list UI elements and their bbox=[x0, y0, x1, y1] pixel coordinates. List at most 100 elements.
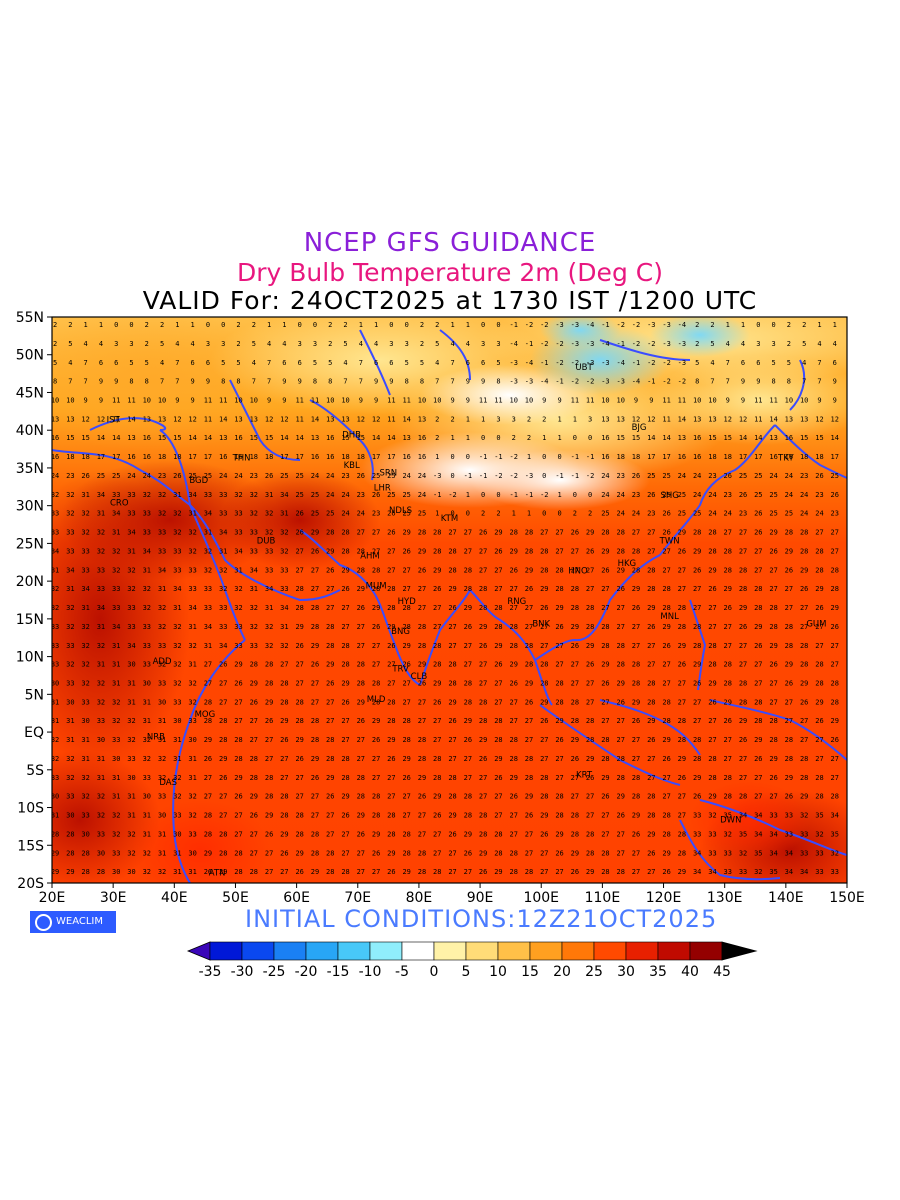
svg-text:26: 26 bbox=[586, 547, 594, 555]
svg-text:28: 28 bbox=[571, 698, 579, 706]
svg-text:28: 28 bbox=[769, 604, 777, 612]
svg-text:8: 8 bbox=[328, 378, 332, 386]
svg-text:27: 27 bbox=[387, 661, 395, 669]
svg-text:-2: -2 bbox=[555, 359, 563, 367]
svg-text:33: 33 bbox=[265, 547, 273, 555]
svg-text:28: 28 bbox=[265, 774, 273, 782]
svg-text:26: 26 bbox=[219, 774, 227, 782]
svg-text:-4: -4 bbox=[586, 321, 594, 329]
lon-tick-label: 150E bbox=[829, 890, 865, 906]
svg-text:27: 27 bbox=[234, 812, 242, 820]
svg-text:28: 28 bbox=[234, 755, 242, 763]
svg-text:27: 27 bbox=[402, 698, 410, 706]
svg-text:14: 14 bbox=[295, 434, 303, 442]
svg-text:32: 32 bbox=[51, 604, 59, 612]
svg-text:27: 27 bbox=[571, 774, 579, 782]
svg-text:23: 23 bbox=[724, 491, 732, 499]
svg-text:29: 29 bbox=[494, 529, 502, 537]
svg-text:28: 28 bbox=[326, 849, 334, 857]
svg-text:29: 29 bbox=[785, 661, 793, 669]
svg-text:24: 24 bbox=[601, 472, 609, 480]
svg-text:31: 31 bbox=[97, 774, 105, 782]
svg-text:32: 32 bbox=[265, 623, 273, 631]
svg-text:5: 5 bbox=[343, 340, 347, 348]
svg-text:24: 24 bbox=[326, 491, 334, 499]
svg-text:9: 9 bbox=[542, 397, 546, 405]
svg-text:4: 4 bbox=[466, 340, 470, 348]
svg-text:31: 31 bbox=[158, 830, 166, 838]
svg-text:28: 28 bbox=[402, 604, 410, 612]
svg-text:32: 32 bbox=[188, 642, 196, 650]
svg-text:27: 27 bbox=[617, 604, 625, 612]
svg-text:27: 27 bbox=[647, 529, 655, 537]
svg-text:27: 27 bbox=[739, 755, 747, 763]
svg-text:32: 32 bbox=[173, 661, 181, 669]
svg-text:28: 28 bbox=[785, 736, 793, 744]
svg-text:1: 1 bbox=[466, 415, 470, 423]
svg-text:32: 32 bbox=[219, 566, 227, 574]
svg-text:27: 27 bbox=[219, 812, 227, 820]
station-label: CRO bbox=[110, 499, 129, 509]
svg-text:1: 1 bbox=[557, 434, 561, 442]
svg-text:26: 26 bbox=[464, 849, 472, 857]
svg-text:28: 28 bbox=[341, 755, 349, 763]
svg-text:27: 27 bbox=[754, 680, 762, 688]
svg-text:12: 12 bbox=[647, 415, 655, 423]
svg-text:26: 26 bbox=[81, 472, 89, 480]
svg-text:28: 28 bbox=[617, 642, 625, 650]
svg-text:15: 15 bbox=[617, 434, 625, 442]
svg-text:31: 31 bbox=[173, 868, 181, 876]
svg-text:27: 27 bbox=[295, 793, 303, 801]
svg-text:26: 26 bbox=[708, 698, 716, 706]
svg-text:14: 14 bbox=[97, 434, 105, 442]
svg-text:28: 28 bbox=[357, 793, 365, 801]
svg-text:1: 1 bbox=[359, 321, 363, 329]
svg-text:27: 27 bbox=[601, 585, 609, 593]
svg-text:31: 31 bbox=[81, 491, 89, 499]
station-label: NRB bbox=[147, 733, 165, 743]
svg-text:27: 27 bbox=[739, 642, 747, 650]
svg-text:11: 11 bbox=[754, 397, 762, 405]
svg-text:30: 30 bbox=[51, 793, 59, 801]
svg-text:29: 29 bbox=[219, 755, 227, 763]
svg-text:27: 27 bbox=[295, 566, 303, 574]
svg-text:17: 17 bbox=[754, 453, 762, 461]
svg-text:13: 13 bbox=[143, 415, 151, 423]
svg-text:27: 27 bbox=[632, 642, 640, 650]
svg-text:29: 29 bbox=[601, 547, 609, 555]
svg-text:1: 1 bbox=[450, 434, 454, 442]
svg-text:33: 33 bbox=[188, 830, 196, 838]
svg-text:28: 28 bbox=[66, 849, 74, 857]
svg-text:33: 33 bbox=[173, 698, 181, 706]
svg-text:10: 10 bbox=[601, 397, 609, 405]
svg-text:11: 11 bbox=[204, 397, 212, 405]
svg-text:27: 27 bbox=[815, 623, 823, 631]
svg-text:32: 32 bbox=[143, 736, 151, 744]
svg-text:29: 29 bbox=[295, 623, 303, 631]
svg-text:6: 6 bbox=[389, 359, 393, 367]
svg-text:29: 29 bbox=[448, 812, 456, 820]
svg-text:31: 31 bbox=[81, 736, 89, 744]
svg-text:33: 33 bbox=[127, 623, 135, 631]
svg-text:-3: -3 bbox=[662, 340, 670, 348]
svg-text:10: 10 bbox=[708, 397, 716, 405]
svg-text:26: 26 bbox=[479, 868, 487, 876]
svg-text:27: 27 bbox=[464, 868, 472, 876]
svg-text:29: 29 bbox=[326, 547, 334, 555]
svg-text:28: 28 bbox=[433, 547, 441, 555]
svg-text:27: 27 bbox=[418, 812, 426, 820]
svg-text:27: 27 bbox=[433, 717, 441, 725]
svg-text:-1: -1 bbox=[479, 472, 487, 480]
svg-text:34: 34 bbox=[219, 529, 227, 537]
svg-text:34: 34 bbox=[158, 566, 166, 574]
svg-text:18: 18 bbox=[81, 453, 89, 461]
svg-text:24: 24 bbox=[708, 491, 716, 499]
svg-text:8: 8 bbox=[405, 378, 409, 386]
svg-text:33: 33 bbox=[250, 547, 258, 555]
colorbar-swatch bbox=[561, 941, 595, 961]
svg-text:28: 28 bbox=[769, 717, 777, 725]
svg-text:11: 11 bbox=[387, 415, 395, 423]
colorbar-swatch bbox=[369, 941, 403, 961]
svg-text:15: 15 bbox=[81, 434, 89, 442]
svg-text:28: 28 bbox=[234, 849, 242, 857]
